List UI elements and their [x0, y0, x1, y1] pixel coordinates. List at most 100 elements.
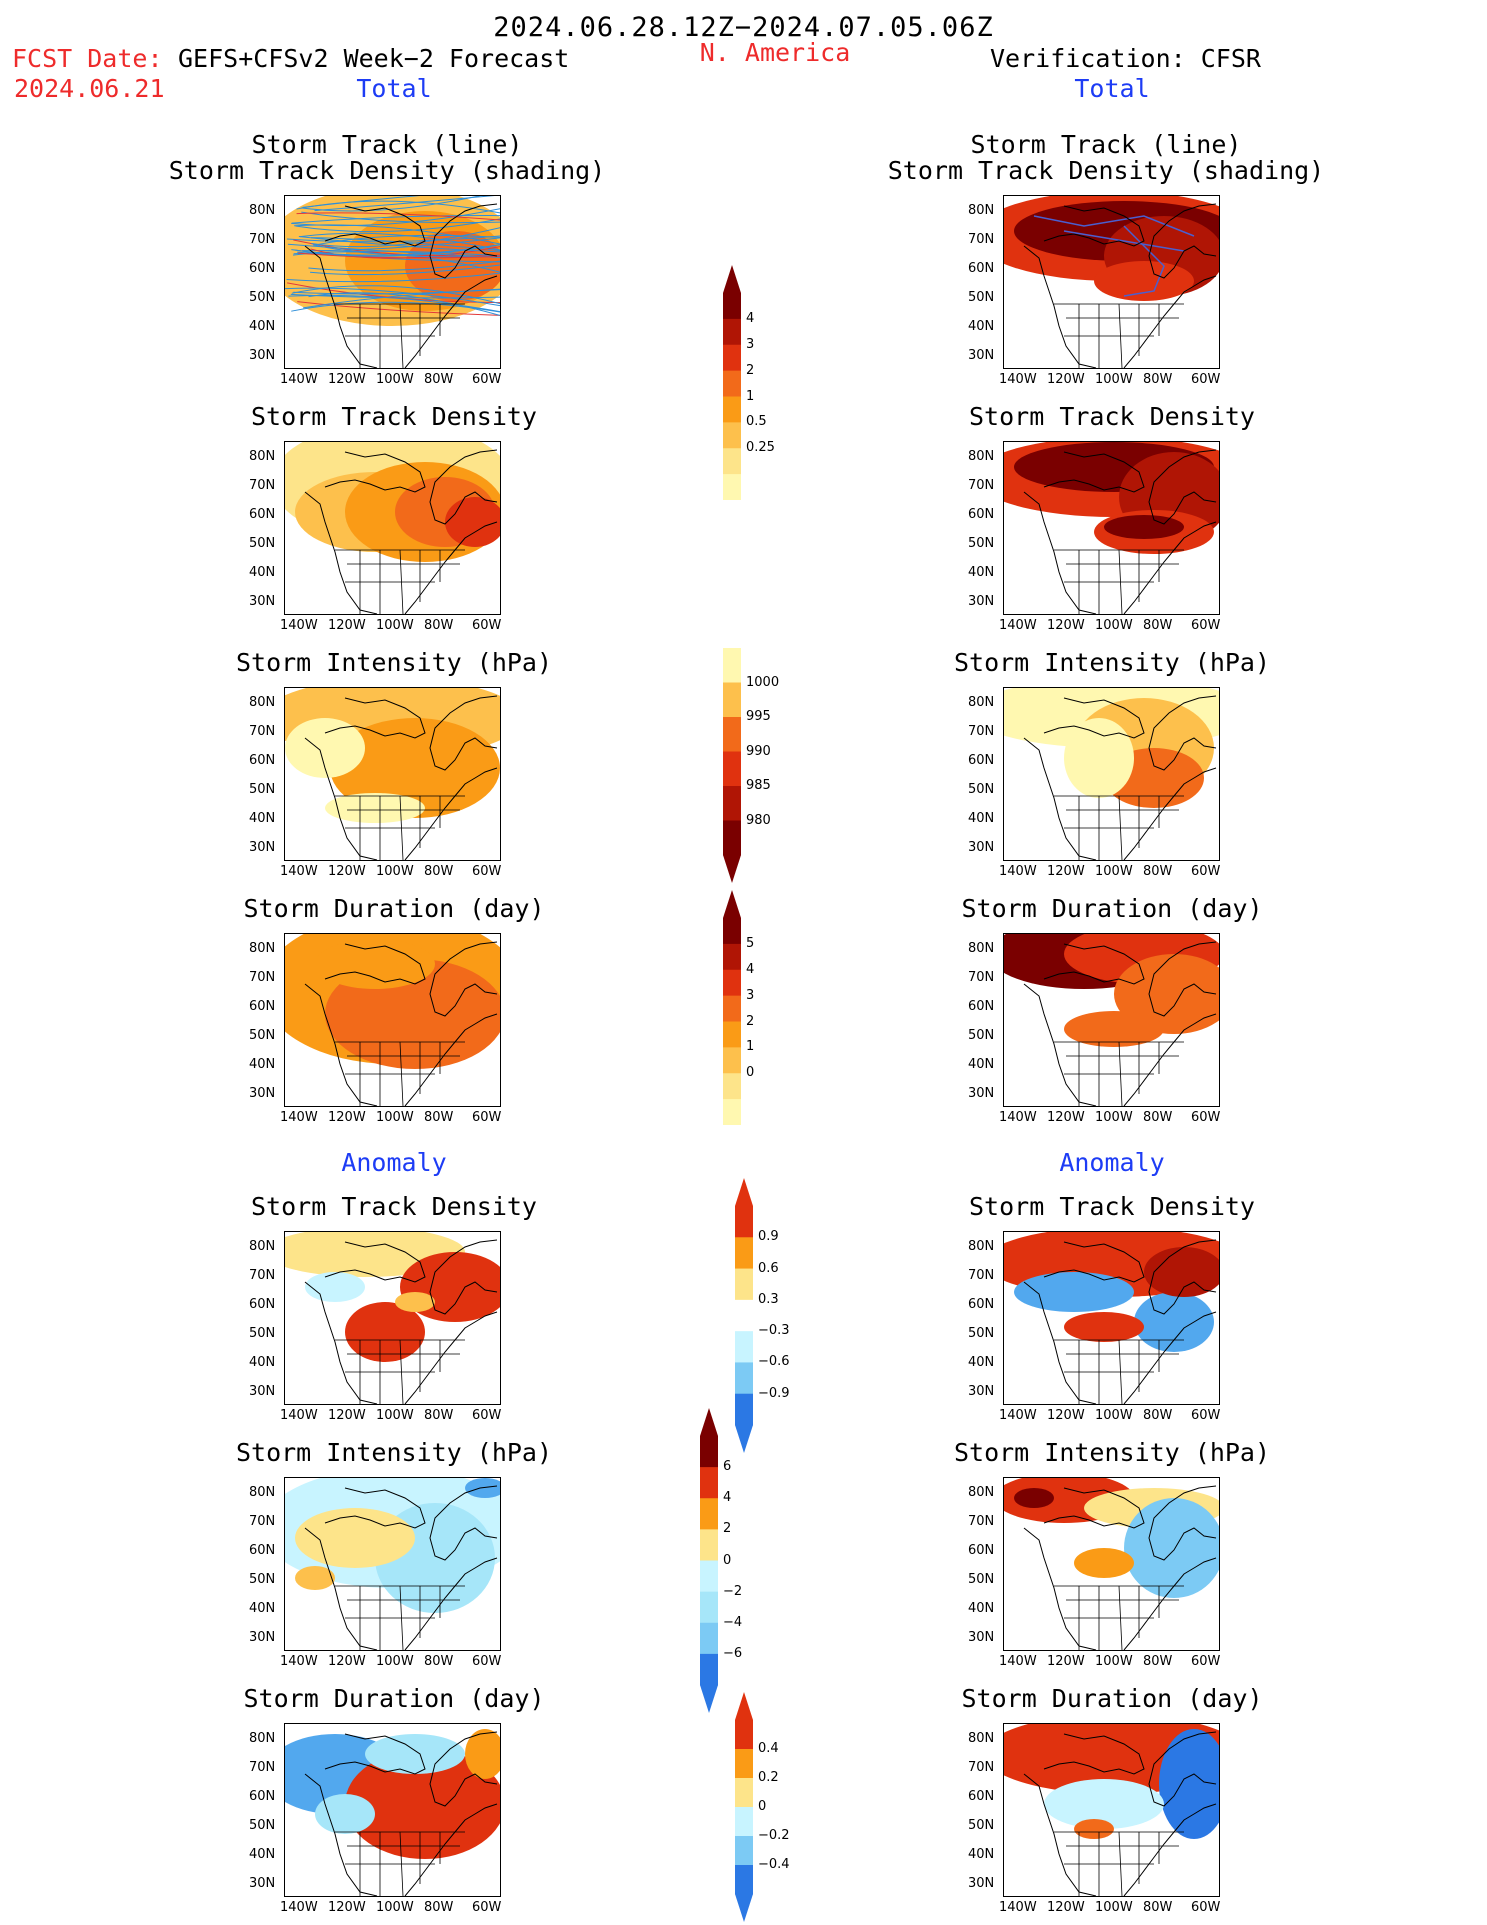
lon-tick-label: 60W: [472, 1900, 501, 1915]
colorbar-segment: [723, 786, 741, 821]
lat-tick-label: 70N: [249, 724, 275, 739]
lon-tick-label: 80W: [424, 618, 453, 633]
lon-tick-label: 60W: [1191, 618, 1220, 633]
lat-tick-label: 70N: [249, 1268, 275, 1283]
lat-tick-label: 80N: [249, 1731, 275, 1746]
colorbar-tick-label: −0.9: [758, 1386, 790, 1401]
title-density-right: Storm Track Density: [969, 404, 1255, 429]
lat-tick-label: 70N: [968, 478, 994, 493]
lat-tick-label: 30N: [249, 840, 275, 855]
lat-tick-label: 80N: [968, 203, 994, 218]
map-svg: [285, 934, 500, 1106]
title-duration-left: Storm Duration (day): [243, 896, 544, 921]
lon-tick-label: 120W: [1047, 1900, 1085, 1915]
colorbar-tick-label: 2: [746, 1014, 754, 1029]
map-svg: [1004, 196, 1219, 368]
colorbar-tick-label: 0.3: [758, 1292, 779, 1307]
lat-tick-label: 80N: [968, 1731, 994, 1746]
map-svg: [285, 688, 500, 860]
colorbar-arrow-bottom: [735, 1425, 753, 1453]
lat-tick-label: 70N: [968, 1268, 994, 1283]
colorbar-segment: [723, 752, 741, 787]
colorbar-segment: [723, 448, 741, 474]
colorbar-tick-label: 0.6: [758, 1261, 779, 1276]
title-anom-intensity-right: Storm Intensity (hPa): [954, 1440, 1270, 1465]
colorbar-segment: [723, 996, 741, 1022]
colorbar-segment: [735, 1778, 753, 1808]
section-total-right: Total: [1074, 76, 1149, 101]
lat-tick-label: 50N: [249, 1326, 275, 1341]
lat-tick-label: 50N: [249, 1572, 275, 1587]
lon-tick-label: 140W: [280, 864, 318, 879]
colorbar-segment: [700, 1529, 718, 1561]
lon-tick-label: 60W: [1191, 864, 1220, 879]
panel-anom-intensity-left: [284, 1477, 501, 1651]
shading-region: [1064, 1312, 1144, 1342]
lat-tick-label: 40N: [249, 319, 275, 334]
lon-tick-label: 140W: [999, 864, 1037, 879]
lat-tick-label: 80N: [249, 1239, 275, 1254]
lat-tick-label: 70N: [968, 1760, 994, 1775]
shading-region: [1094, 261, 1194, 301]
lat-tick-label: 50N: [968, 782, 994, 797]
lon-tick-label: 100W: [376, 1408, 414, 1423]
lat-tick-label: 70N: [968, 1514, 994, 1529]
colorbar-arrow-top: [723, 890, 741, 918]
colorbar-tick-label: 1: [746, 389, 754, 404]
lat-tick-label: 80N: [968, 1239, 994, 1254]
colorbar-segment: [700, 1561, 718, 1593]
colorbar-segment: [700, 1498, 718, 1530]
panel-duration-right: [1003, 933, 1220, 1107]
lat-tick-label: 40N: [968, 1601, 994, 1616]
panel-duration-left: [284, 933, 501, 1107]
colorbar-arrow-top: [735, 1178, 753, 1206]
lon-tick-label: 80W: [1143, 618, 1172, 633]
lon-tick-label: 120W: [328, 1654, 366, 1669]
state-borders: [1054, 1042, 1184, 1106]
title-track-shading-right: Storm Track Density (shading): [888, 158, 1325, 183]
colorbar-segment: [723, 397, 741, 423]
lat-tick-label: 40N: [968, 1355, 994, 1370]
panel-anom-duration-right: [1003, 1723, 1220, 1897]
shading-region: [315, 939, 435, 989]
lon-tick-label: 120W: [328, 1110, 366, 1125]
lon-tick-label: 120W: [1047, 1110, 1085, 1125]
colorbar-tick-label: −2: [723, 1584, 742, 1599]
colorbar-tick-label: 1: [746, 1039, 754, 1054]
lat-tick-label: 40N: [968, 319, 994, 334]
colorbar-segment: [735, 1836, 753, 1866]
lat-tick-label: 80N: [249, 1485, 275, 1500]
colorbar-segment: [700, 1467, 718, 1499]
lon-tick-label: 120W: [328, 618, 366, 633]
colorbar-segment: [735, 1300, 753, 1332]
title-track-line-right: Storm Track (line): [971, 132, 1242, 157]
title-duration-right: Storm Duration (day): [961, 896, 1262, 921]
lon-tick-label: 140W: [280, 1900, 318, 1915]
lat-tick-label: 70N: [249, 1514, 275, 1529]
title-anom-density-left: Storm Track Density: [251, 1194, 537, 1219]
shading-region: [1064, 718, 1134, 798]
colorbar-segment: [735, 1807, 753, 1837]
lon-tick-label: 100W: [1095, 1654, 1133, 1669]
lat-tick-label: 70N: [249, 232, 275, 247]
colorbar-tick-label: 4: [723, 1490, 731, 1505]
lat-tick-label: 60N: [249, 1543, 275, 1558]
lon-tick-label: 120W: [1047, 372, 1085, 387]
colorbar-tick-label: 0.25: [746, 440, 775, 455]
lat-tick-label: 50N: [249, 782, 275, 797]
title-intensity-right: Storm Intensity (hPa): [954, 650, 1270, 675]
lat-tick-label: 40N: [249, 1057, 275, 1072]
lat-tick-label: 80N: [249, 941, 275, 956]
lon-tick-label: 100W: [376, 1900, 414, 1915]
title-track-line-left: Storm Track (line): [252, 132, 523, 157]
colorbar-segment: [723, 293, 741, 319]
lon-tick-label: 100W: [1095, 1900, 1133, 1915]
lat-tick-label: 30N: [968, 348, 994, 363]
colorbar-segment: [735, 1749, 753, 1779]
lat-tick-label: 40N: [249, 565, 275, 580]
lat-tick-label: 30N: [249, 348, 275, 363]
lat-tick-label: 80N: [249, 695, 275, 710]
lon-tick-label: 100W: [376, 1110, 414, 1125]
region-label: N. America: [700, 40, 851, 65]
colorbar-tick-label: −6: [723, 1646, 742, 1661]
